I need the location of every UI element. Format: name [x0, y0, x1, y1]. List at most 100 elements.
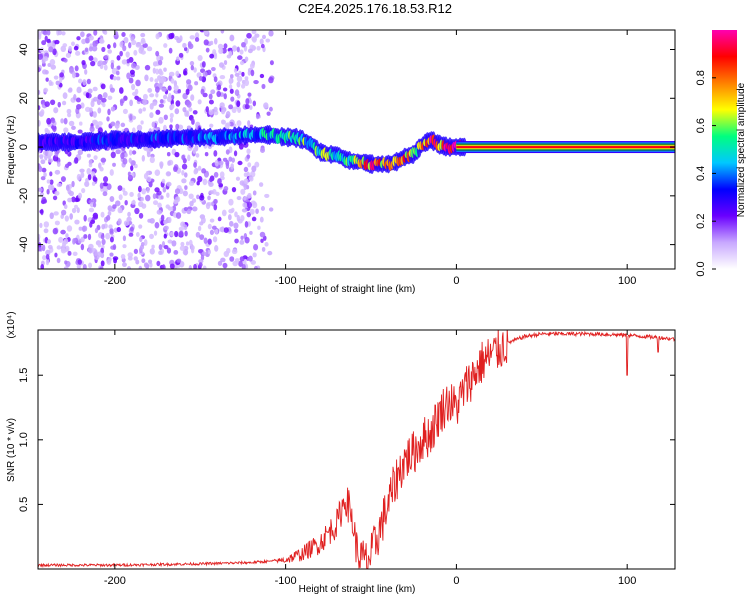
spectrogram-cell: [49, 179, 54, 185]
spectrogram-cell: [169, 112, 174, 119]
spectrogram-cell: [166, 192, 170, 198]
spectrogram-cell: [204, 173, 209, 178]
spectrogram-cell: [89, 126, 95, 133]
spectrogram-cell: [77, 192, 83, 199]
spectrogram-cell: [163, 67, 167, 72]
spectrogram-cell: [122, 158, 128, 165]
spectrogram-cell: [67, 250, 72, 256]
spectrogram-cell: [38, 165, 43, 173]
spectrogram-cell: [244, 76, 249, 81]
spectrogram-cell: [210, 67, 216, 72]
spectrogram-cell: [213, 106, 218, 112]
spectrogram-cell: [219, 171, 225, 178]
spectrogram-cell: [41, 244, 46, 252]
spectrogram-cell: [64, 260, 68, 265]
spectrogram-cell: [169, 124, 173, 129]
spectrogram-cell: [43, 172, 47, 178]
spectrogram-cell: [126, 266, 132, 269]
spectrogram-cell: [141, 188, 147, 195]
spectrogram-cell: [225, 162, 230, 170]
spectrogram-cell: [57, 101, 61, 108]
spectrogram-cell: [218, 160, 224, 166]
spectrogram-cell: [106, 214, 111, 221]
spectrogram-cell: [234, 89, 240, 97]
spectrogram-cell: [106, 259, 112, 265]
spectrogram-cell: [236, 100, 241, 108]
spectrogram-cell: [214, 159, 219, 167]
spectrogram-cell: [131, 83, 136, 91]
spectrogram-cell: [76, 104, 82, 110]
spectrogram-cell: [97, 60, 104, 66]
spectrogram-cell: [58, 236, 64, 243]
spectrogram-cell: [135, 43, 141, 48]
spectrogram-cell: [149, 77, 154, 82]
spectrogram-cell: [175, 196, 181, 203]
spectrogram-cell: [152, 193, 157, 200]
spectrogram-frame: [37, 29, 676, 270]
spectrogram-cell: [78, 226, 83, 231]
spectrogram-cell: [174, 151, 180, 158]
spectrogram-cell: [182, 106, 187, 113]
spectrogram-cell: [82, 79, 87, 86]
spectrogram-cell: [149, 112, 154, 119]
spectrogram-cell: [45, 258, 50, 266]
spectrogram-cell: [123, 152, 128, 158]
spectrogram-cell: [238, 143, 244, 150]
spectrogram-cell: [217, 260, 223, 266]
spectrogram-y-axis-title: Frequency (Hz): [6, 116, 17, 185]
spectrogram-cell: [199, 234, 205, 241]
spectrogram-cell: [252, 252, 257, 258]
spectrogram-cell: [85, 92, 90, 99]
spectrogram-cell: [160, 195, 164, 200]
spectrogram-cell: [136, 97, 142, 102]
spectrogram-cell: [223, 43, 228, 49]
spectrogram-cell: [117, 65, 121, 70]
spectrogram-cell: [55, 80, 61, 86]
spectrogram-cell: [124, 199, 128, 206]
spectrogram-cell: [54, 252, 58, 258]
spectrogram-cell: [163, 245, 169, 250]
spectrogram-cell: [236, 214, 241, 222]
spectrogram-cell: [81, 60, 86, 66]
spectrogram-cell: [257, 225, 261, 230]
spectrogram-cell: [143, 172, 149, 180]
spectrogram-cell: [225, 110, 231, 118]
spectrogram-cell: [84, 47, 89, 53]
spectrogram-cell: [85, 37, 90, 44]
spectrogram-cell: [159, 161, 164, 168]
spectrogram-cell: [184, 230, 188, 237]
spectrogram-cell: [46, 188, 50, 195]
spectrogram-cell: [233, 68, 238, 74]
spectrogram-cell: [158, 244, 163, 250]
spectrogram-cell: [217, 216, 222, 222]
spectrogram-cell: [83, 234, 88, 239]
spectrogram-cell: [72, 251, 78, 257]
spectrogram-cell: [203, 237, 208, 244]
spectrogram-cell: [86, 153, 91, 158]
spectrogram-cell: [119, 50, 123, 57]
colorbar-ticks: 0.0 0.2 0.4 0.6 0.8: [695, 70, 716, 277]
spectrogram-cell: [88, 46, 93, 52]
spectrogram-cell: [228, 104, 234, 110]
spectrogram-cell: [178, 52, 184, 58]
spectrogram-cell: [243, 172, 249, 178]
spectrogram-cell: [140, 37, 146, 43]
spectrogram-cell: [61, 31, 66, 36]
spectrogram-cell: [251, 30, 257, 35]
spectrogram-cell: [247, 192, 252, 199]
spectrogram-cell: [268, 30, 274, 37]
spectrogram-cell: [38, 105, 41, 111]
spectrogram-cell: [92, 119, 98, 125]
spectrogram-cell: [145, 194, 151, 202]
spectrogram-cell: [100, 233, 105, 240]
snr-panel: -200 -100 0 100 0.5 1.0 1.5 Height of straigh…: [6, 311, 676, 595]
spectrogram-cell: [221, 119, 227, 125]
snr-series-line: [38, 330, 675, 569]
spectrogram-cell: [249, 208, 255, 215]
spectrogram-cell: [140, 32, 146, 38]
spectrogram-cell: [238, 260, 243, 267]
spectrogram-cell: [112, 243, 117, 251]
spectrogram-cell: [162, 94, 168, 100]
spectrogram-cell: [54, 220, 60, 226]
snr-frame: [37, 329, 676, 570]
